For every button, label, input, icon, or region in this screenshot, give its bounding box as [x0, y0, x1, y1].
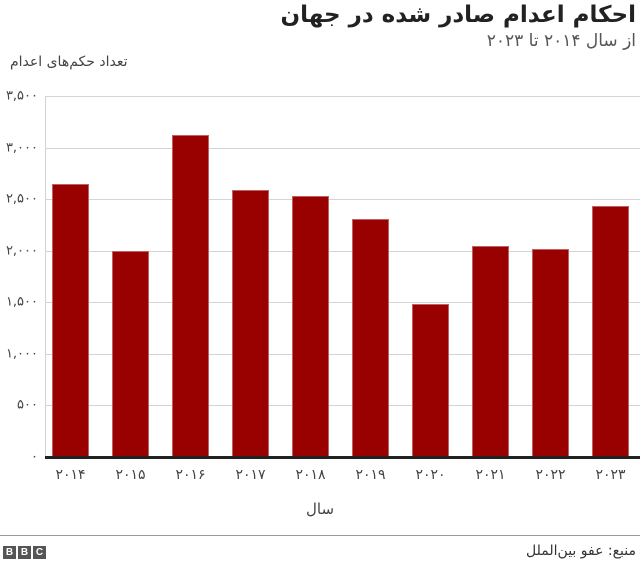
- bar-2017: [232, 189, 269, 457]
- x-tick-label: ۲۰۲۳: [595, 467, 626, 483]
- bar-2023: [592, 206, 629, 457]
- bbc-logo: B B C: [3, 546, 46, 559]
- x-tick-label: ۲۰۱۶: [175, 467, 206, 483]
- gridline: [45, 405, 640, 407]
- plot-area: ۰ ۵۰۰ ۱,۰۰۰ ۱,۵۰۰ ۲,۰۰۰ ۲,۵۰۰ ۳,۰۰۰ ۳,۵۰۰: [6, 89, 640, 465]
- y-axis-line: [45, 96, 46, 457]
- bar-2018: [292, 196, 329, 457]
- gridline: [45, 96, 640, 97]
- bar-2019: [352, 218, 389, 457]
- footer-divider: [0, 535, 640, 536]
- y-tick-label: ۱,۰۰۰: [5, 346, 38, 362]
- x-tick-label: ۲۰۱۷: [235, 467, 266, 483]
- bar-2021: [472, 245, 509, 457]
- y-tick-label: ۳,۵۰۰: [5, 88, 38, 104]
- bar-2022: [532, 248, 569, 457]
- y-axis-label: تعداد حکم‌های اعدام: [10, 54, 128, 70]
- y-tick-label: ۲,۰۰۰: [5, 243, 38, 259]
- gridline: [45, 353, 640, 355]
- bbc-logo-letter: B: [3, 546, 16, 559]
- bar-2016: [172, 135, 209, 457]
- x-tick-label: ۲۰۲۱: [475, 467, 506, 483]
- x-tick-label: ۲۰۱۵: [115, 467, 146, 483]
- gridline: [45, 302, 640, 304]
- chart-subtitle: از سال ۲۰۱۴ تا ۲۰۲۳: [486, 31, 636, 51]
- x-tick-label: ۲۰۱۹: [355, 467, 386, 483]
- gridline: [45, 250, 640, 252]
- y-tick-label: ۵۰۰: [17, 397, 38, 413]
- chart-title: احکام اعدام صادر شده در جهان: [280, 2, 636, 28]
- bar-2020: [412, 304, 449, 457]
- x-axis-baseline: [45, 456, 640, 459]
- x-axis-label: سال: [305, 500, 335, 518]
- y-tick-label: ۱,۵۰۰: [5, 294, 38, 310]
- y-tick-label: ۲,۵۰۰: [5, 191, 38, 207]
- x-tick-label: ۲۰۲۲: [535, 467, 566, 483]
- y-tick-label: ۰: [31, 449, 38, 465]
- bbc-logo-letter: C: [33, 546, 46, 559]
- bar-2014: [52, 183, 89, 457]
- y-tick-label: ۳,۰۰۰: [5, 140, 38, 156]
- x-tick-label: ۲۰۱۴: [55, 467, 86, 483]
- gridline: [45, 147, 640, 149]
- x-tick-label: ۲۰۲۰: [415, 467, 446, 483]
- bar-2015: [112, 250, 149, 457]
- x-tick-label: ۲۰۱۸: [295, 467, 326, 483]
- source-note: منبع: عفو بین‌الملل: [526, 543, 636, 559]
- bbc-logo-letter: B: [18, 546, 31, 559]
- gridline: [45, 199, 640, 201]
